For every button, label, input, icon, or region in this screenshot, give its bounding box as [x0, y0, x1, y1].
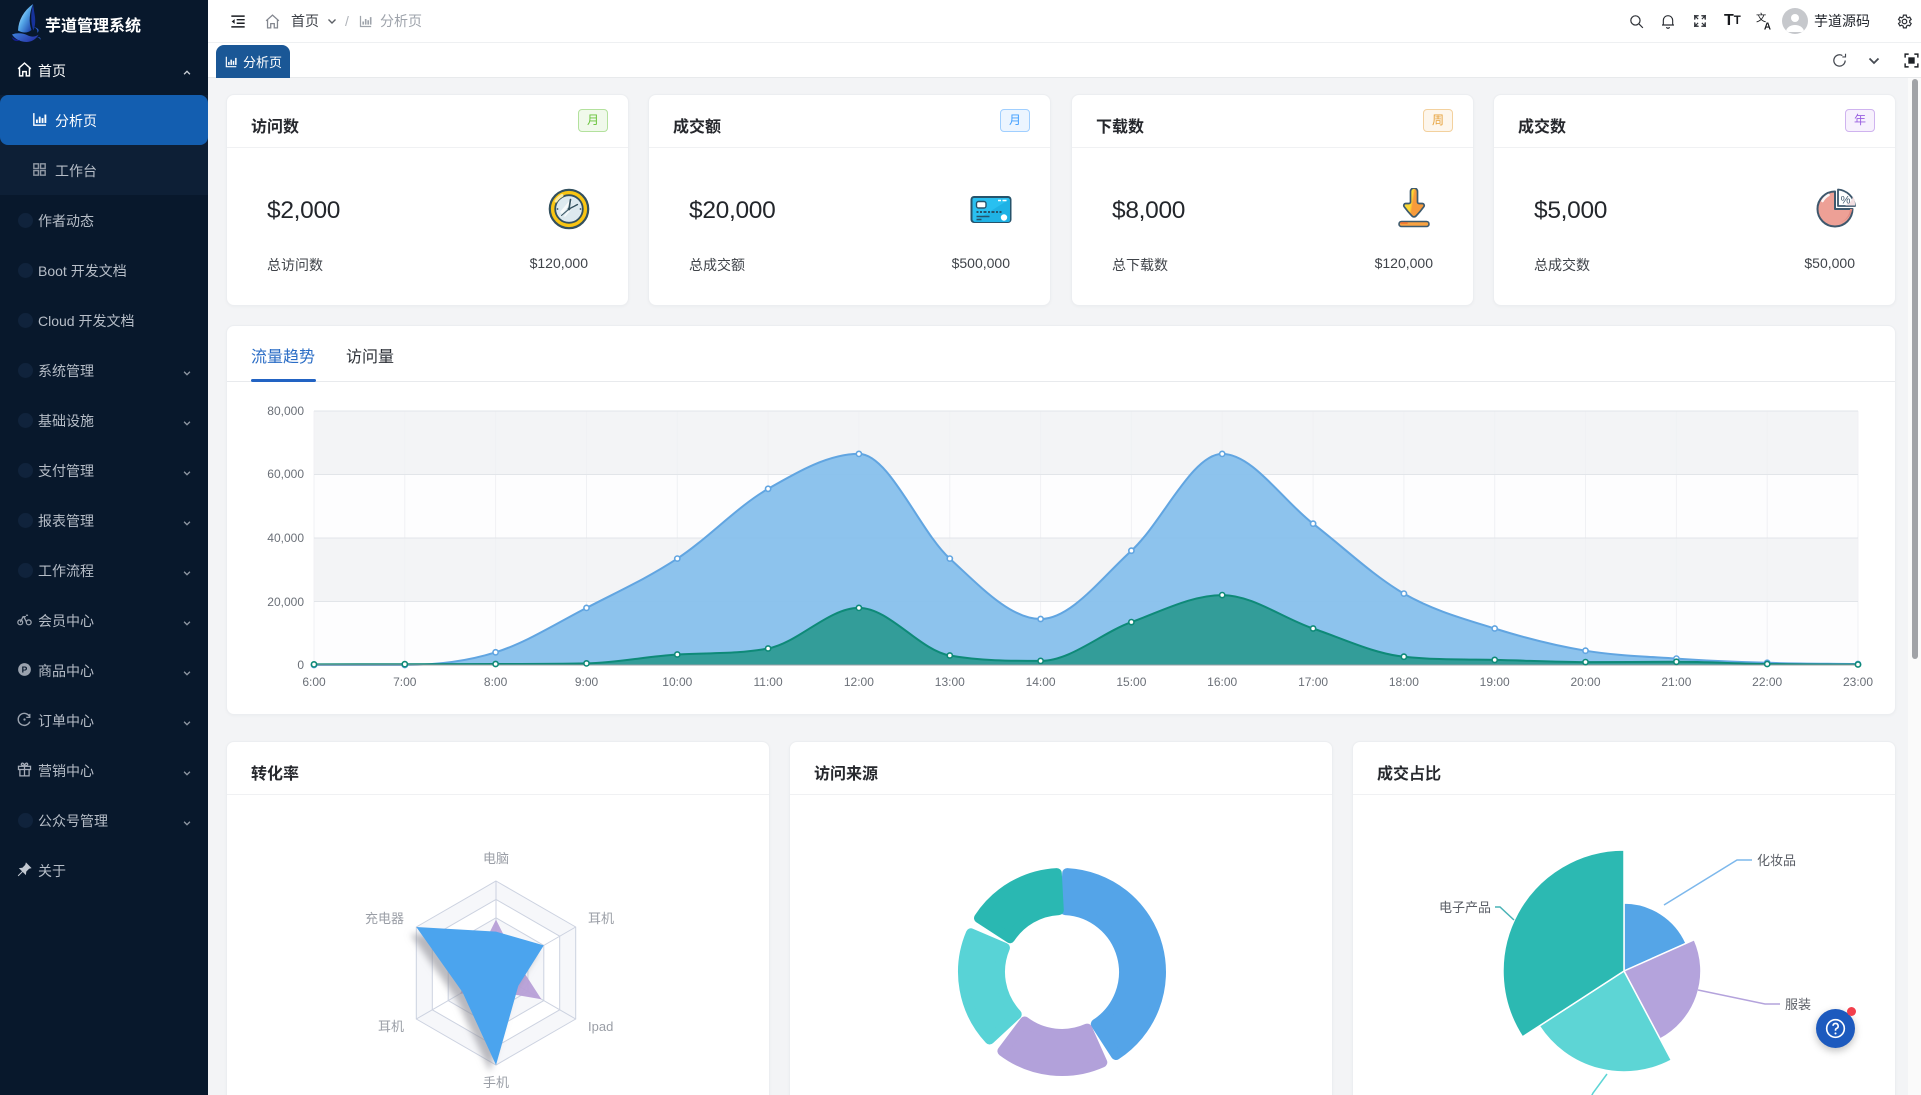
svg-text:17:00: 17:00 [1298, 675, 1328, 689]
svg-text:40,000: 40,000 [267, 531, 304, 545]
svg-text:60,000: 60,000 [267, 467, 304, 481]
svg-text:电脑: 电脑 [483, 851, 509, 866]
svg-text:10:00: 10:00 [662, 675, 692, 689]
svg-text:22:00: 22:00 [1752, 675, 1782, 689]
svg-text:Ipad: Ipad [588, 1019, 613, 1034]
svg-text:23:00: 23:00 [1843, 675, 1873, 689]
svg-text:文: 文 [1756, 12, 1766, 25]
svg-text:20,000: 20,000 [267, 595, 304, 609]
svg-text:%: % [1841, 195, 1851, 207]
svg-text:服装: 服装 [1785, 997, 1811, 1012]
svg-text:11:00: 11:00 [754, 675, 783, 689]
svg-text:12:00: 12:00 [844, 675, 874, 689]
svg-text:15:00: 15:00 [1116, 675, 1146, 689]
svg-text:14:00: 14:00 [1026, 675, 1056, 689]
svg-text:A: A [1764, 21, 1771, 31]
svg-text:耳机: 耳机 [588, 911, 614, 926]
svg-text:7:00: 7:00 [393, 675, 417, 689]
svg-text:18:00: 18:00 [1389, 675, 1419, 689]
svg-text:手机: 手机 [483, 1075, 509, 1090]
svg-text:化妆品: 化妆品 [1757, 853, 1796, 868]
svg-text:13:00: 13:00 [935, 675, 965, 689]
svg-text:电子产品: 电子产品 [1439, 900, 1491, 915]
svg-text:0: 0 [297, 658, 304, 672]
svg-text:耳机: 耳机 [378, 1019, 404, 1034]
svg-text:20:00: 20:00 [1570, 675, 1600, 689]
svg-text:充电器: 充电器 [365, 911, 404, 926]
svg-text:P: P [22, 665, 28, 675]
svg-text:21:00: 21:00 [1661, 675, 1691, 689]
svg-text:16:00: 16:00 [1207, 675, 1237, 689]
svg-text:6:00: 6:00 [302, 675, 326, 689]
svg-text:8:00: 8:00 [484, 675, 508, 689]
svg-text:9:00: 9:00 [575, 675, 599, 689]
svg-text:19:00: 19:00 [1480, 675, 1510, 689]
svg-text:80,000: 80,000 [267, 404, 304, 418]
